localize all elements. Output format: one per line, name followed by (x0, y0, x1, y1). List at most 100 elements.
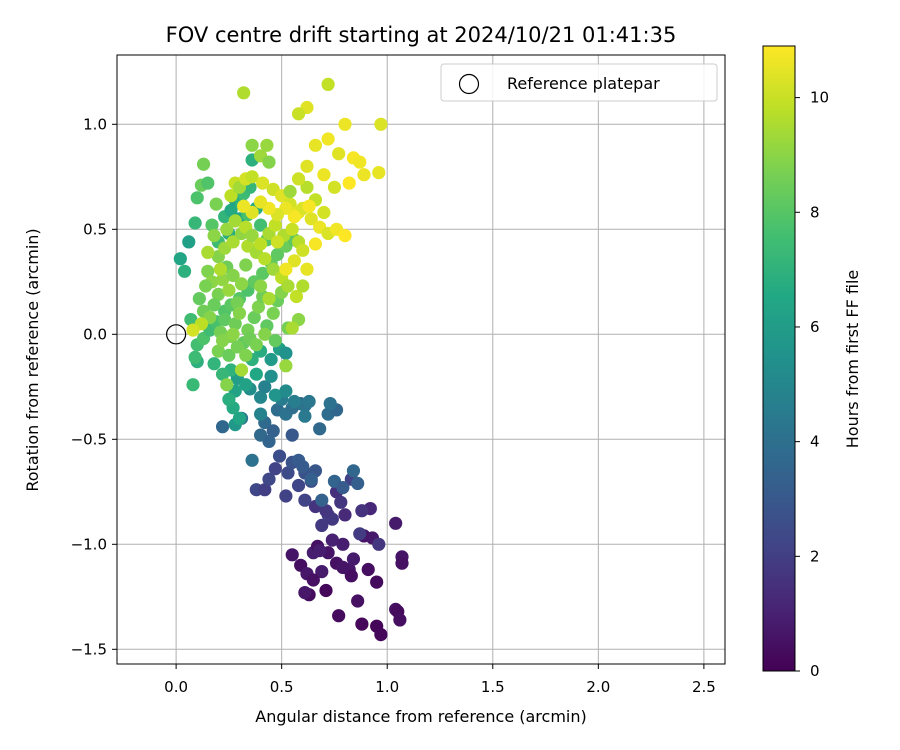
data-point (222, 348, 236, 362)
data-point (289, 289, 304, 304)
data-point (370, 575, 384, 589)
data-point (296, 243, 310, 257)
data-point (222, 392, 236, 406)
data-point (251, 300, 266, 314)
colorbar-gradient (763, 46, 795, 671)
colorbar-tick-label: 4 (810, 433, 820, 451)
data-point (306, 573, 320, 587)
legend: Reference platepar (440, 63, 718, 102)
data-point (374, 117, 388, 131)
y-tick-label: 0.0 (83, 325, 107, 343)
data-point (327, 180, 342, 194)
data-point (262, 434, 276, 448)
data-point (323, 397, 337, 411)
scatter-points (166, 77, 409, 642)
data-point (266, 262, 280, 276)
data-point (291, 107, 306, 121)
data-point (205, 218, 219, 232)
data-point (321, 132, 335, 146)
data-point (393, 613, 407, 627)
colorbar-tick-label: 6 (810, 318, 820, 336)
data-point (315, 518, 329, 533)
data-point (226, 327, 240, 341)
x-tick-label: 0.5 (270, 678, 294, 696)
data-point (226, 235, 240, 249)
data-point (264, 369, 278, 383)
data-point (374, 628, 388, 642)
data-point (313, 544, 327, 558)
colorbar-tick-label: 8 (810, 203, 820, 221)
data-point (245, 170, 259, 184)
data-point (332, 609, 346, 623)
data-point (302, 394, 316, 409)
data-point (207, 357, 221, 371)
data-point (353, 527, 367, 541)
data-point (182, 235, 196, 249)
data-point (268, 218, 282, 232)
data-point (285, 548, 299, 562)
data-point (234, 277, 249, 291)
data-point (272, 449, 287, 463)
data-point (338, 117, 352, 131)
data-point (287, 394, 301, 409)
data-point (192, 292, 206, 306)
data-point (302, 199, 316, 213)
data-point (173, 252, 187, 266)
data-point (308, 237, 323, 251)
data-point (353, 155, 367, 169)
data-point (344, 569, 358, 583)
data-point (245, 229, 259, 243)
data-point (357, 168, 371, 182)
data-point (224, 203, 238, 217)
data-point (336, 481, 350, 495)
data-point (285, 222, 299, 236)
data-point (319, 583, 333, 598)
data-point (336, 560, 350, 575)
data-point (279, 489, 293, 503)
colorbar-ticks: 0 2 4 6 8 10 (795, 89, 829, 680)
data-point (300, 159, 314, 173)
data-point (334, 495, 348, 509)
data-point (355, 617, 369, 631)
plot-frame (116, 54, 726, 665)
data-point (285, 321, 299, 335)
data-point (298, 586, 312, 600)
data-point (222, 283, 236, 297)
colorbar-tick-label: 2 (810, 547, 820, 565)
data-point (220, 378, 234, 392)
legend-label-reference: Reference platepar (507, 74, 660, 93)
data-point (308, 138, 323, 152)
data-point (186, 378, 200, 392)
x-tick-label: 1.0 (375, 678, 399, 696)
data-point (338, 229, 352, 243)
y-axis-ticks: −1.5 −1.0 −0.5 0.0 0.5 1.0 (71, 115, 117, 658)
data-point (245, 138, 259, 152)
data-point (291, 172, 306, 186)
data-point (281, 279, 295, 293)
data-point (262, 292, 276, 306)
data-point (270, 235, 285, 249)
data-point (296, 279, 310, 293)
data-point (211, 344, 225, 358)
data-point (260, 138, 274, 152)
data-point (230, 340, 244, 354)
data-point (361, 562, 375, 577)
data-point (266, 424, 280, 438)
data-point (315, 493, 329, 507)
x-tick-label: 0.0 (164, 678, 188, 696)
data-point (207, 298, 221, 312)
data-point (279, 346, 293, 360)
data-point (304, 472, 318, 486)
data-point (249, 367, 263, 381)
data-point (234, 363, 249, 377)
colorbar-frame (762, 45, 796, 672)
data-point (372, 537, 386, 551)
data-point (249, 338, 263, 352)
data-point (211, 287, 225, 301)
data-point (224, 189, 238, 203)
x-tick-label: 2.5 (692, 678, 716, 696)
data-point (342, 176, 356, 190)
data-point (245, 453, 259, 467)
y-axis-label: Rotation from reference (arcmin) (23, 228, 42, 491)
